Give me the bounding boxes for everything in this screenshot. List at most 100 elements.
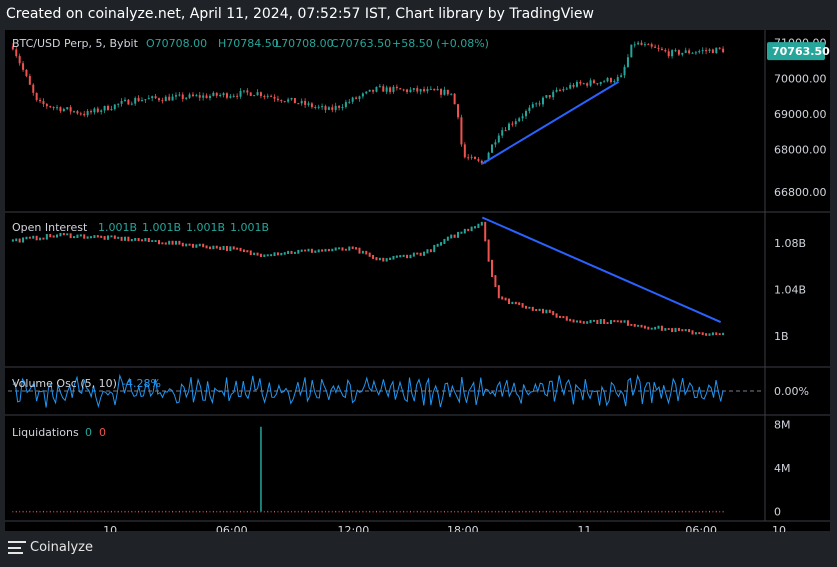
candle[interactable] [426,89,429,92]
candle[interactable] [688,50,691,54]
oi-bar[interactable] [626,320,629,326]
oi-bar[interactable] [120,236,123,241]
candle[interactable] [191,94,194,97]
oi-bar[interactable] [467,228,470,232]
candle[interactable] [372,89,375,92]
oi-bar[interactable] [620,320,623,323]
candle[interactable] [90,111,93,113]
oi-bar[interactable] [541,308,544,314]
oi-bar[interactable] [191,243,194,248]
candle[interactable] [222,93,225,96]
oi-bar[interactable] [528,306,531,309]
oi-bar[interactable] [548,309,551,313]
candle[interactable] [467,157,470,159]
candle[interactable] [392,86,395,92]
oi-bar[interactable] [592,319,595,322]
candle[interactable] [290,97,293,100]
oi-bar[interactable] [157,240,160,245]
oi-bar[interactable] [202,243,205,248]
candle[interactable] [620,75,623,78]
oi-bar[interactable] [660,325,663,331]
oi-bar[interactable] [195,244,198,248]
candle[interactable] [239,90,242,97]
oi-bar[interactable] [480,221,483,226]
candle[interactable] [232,95,235,97]
oi-bar[interactable] [647,326,650,330]
oi-bar[interactable] [463,228,466,234]
oi-bar[interactable] [392,255,395,260]
oi-bar[interactable] [100,235,103,238]
candle[interactable] [361,93,364,97]
candle[interactable] [694,52,697,54]
candle[interactable] [613,81,616,83]
oi-bar[interactable] [32,235,35,239]
oi-bar[interactable] [321,249,324,252]
oi-bar[interactable] [436,243,439,247]
candle[interactable] [351,97,354,102]
candle[interactable] [514,121,517,125]
oi-bar[interactable] [300,249,303,252]
candle[interactable] [219,95,222,97]
oi-bar[interactable] [569,318,572,322]
oi-bar[interactable] [538,308,541,312]
candle[interactable] [524,111,527,117]
oi-bar[interactable] [565,316,568,321]
oi-bar[interactable] [399,255,402,258]
oi-bar[interactable] [140,239,143,242]
price-trend-line[interactable] [481,80,620,165]
oi-bar[interactable] [56,234,59,238]
oi-bar[interactable] [487,239,490,262]
oi-bar[interactable] [174,240,177,245]
candle[interactable] [491,144,494,153]
oi-bar[interactable] [484,221,487,242]
oi-bar[interactable] [215,245,218,249]
candle[interactable] [711,49,714,54]
oi-bar[interactable] [341,247,344,251]
candle[interactable] [28,76,31,85]
oi-trend-line[interactable] [481,216,722,323]
oi-bar[interactable] [395,255,398,258]
candle[interactable] [647,44,650,46]
candle[interactable] [246,90,249,93]
oi-bar[interactable] [579,320,582,324]
oi-bar[interactable] [603,319,606,324]
oi-bar[interactable] [113,235,116,239]
oi-bar[interactable] [423,251,426,256]
oi-bar[interactable] [344,248,347,251]
oi-bar[interactable] [501,296,504,300]
oi-bar[interactable] [460,231,463,234]
oi-bar[interactable] [66,233,69,236]
candle[interactable] [450,93,453,95]
oi-bar[interactable] [409,254,412,259]
candle[interactable] [545,95,548,98]
candle[interactable] [205,95,208,99]
oi-bar[interactable] [276,252,279,256]
oi-bar[interactable] [701,332,704,336]
oi-bar[interactable] [59,232,62,237]
candle[interactable] [603,81,606,83]
oi-bar[interactable] [474,226,477,229]
candle[interactable] [633,44,636,46]
oi-bar[interactable] [144,237,147,242]
oi-bar[interactable] [705,333,708,336]
candle[interactable] [402,89,405,91]
oi-bar[interactable] [375,257,378,261]
oi-bar[interactable] [181,242,184,247]
oi-bar[interactable] [382,257,385,262]
oi-bar[interactable] [49,234,52,238]
candle[interactable] [562,89,565,91]
candle[interactable] [96,108,99,112]
candle[interactable] [463,144,466,158]
oi-bar[interactable] [314,250,317,253]
candle[interactable] [474,156,477,160]
oi-bar[interactable] [412,252,415,257]
oi-bar[interactable] [266,254,269,257]
oi-bar[interactable] [637,324,640,327]
candle[interactable] [212,92,215,96]
oi-bar[interactable] [477,223,480,228]
oi-bar[interactable] [545,309,548,314]
oi-bar[interactable] [107,235,110,240]
candle[interactable] [368,89,371,92]
oi-bar[interactable] [232,246,235,250]
oi-bar[interactable] [406,254,409,259]
